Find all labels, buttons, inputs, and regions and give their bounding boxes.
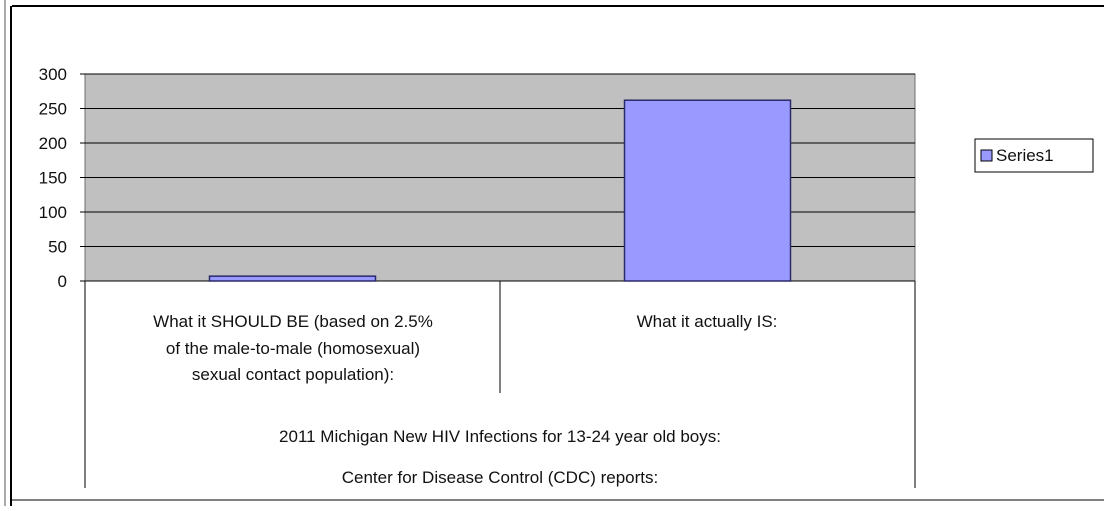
y-tick-label: 150 [39, 169, 67, 188]
legend-swatch-series1 [980, 149, 993, 162]
category-label-1-line-0: What it actually IS: [637, 312, 778, 331]
category-table: What it SHOULD BE (based on 2.5% of the … [84, 281, 916, 488]
category-label-0-line-1: of the male-to-male (homosexual) [166, 339, 420, 358]
y-tick-label: 100 [39, 203, 67, 222]
y-tick-label: 0 [58, 272, 67, 291]
group-label-0: 2011 Michigan New HIV Infections for 13-… [279, 427, 721, 446]
y-tick-label: 300 [39, 65, 67, 84]
bars [208, 99, 792, 282]
y-tick-label: 50 [48, 238, 67, 257]
y-tick-label: 250 [39, 100, 67, 119]
y-tick-label: 200 [39, 134, 67, 153]
bar-0 [208, 275, 377, 282]
category-label-0-line-0: What it SHOULD BE (based on 2.5% [153, 312, 433, 331]
group-label-1: Center for Disease Control (CDC) reports… [342, 468, 658, 487]
legend-frame [974, 138, 1094, 173]
category-label-0-line-2: sexual contact population): [192, 365, 394, 384]
legend: Series1 [974, 138, 1094, 173]
bar-1 [623, 99, 792, 282]
legend-label-series1: Series1 [996, 146, 1054, 165]
